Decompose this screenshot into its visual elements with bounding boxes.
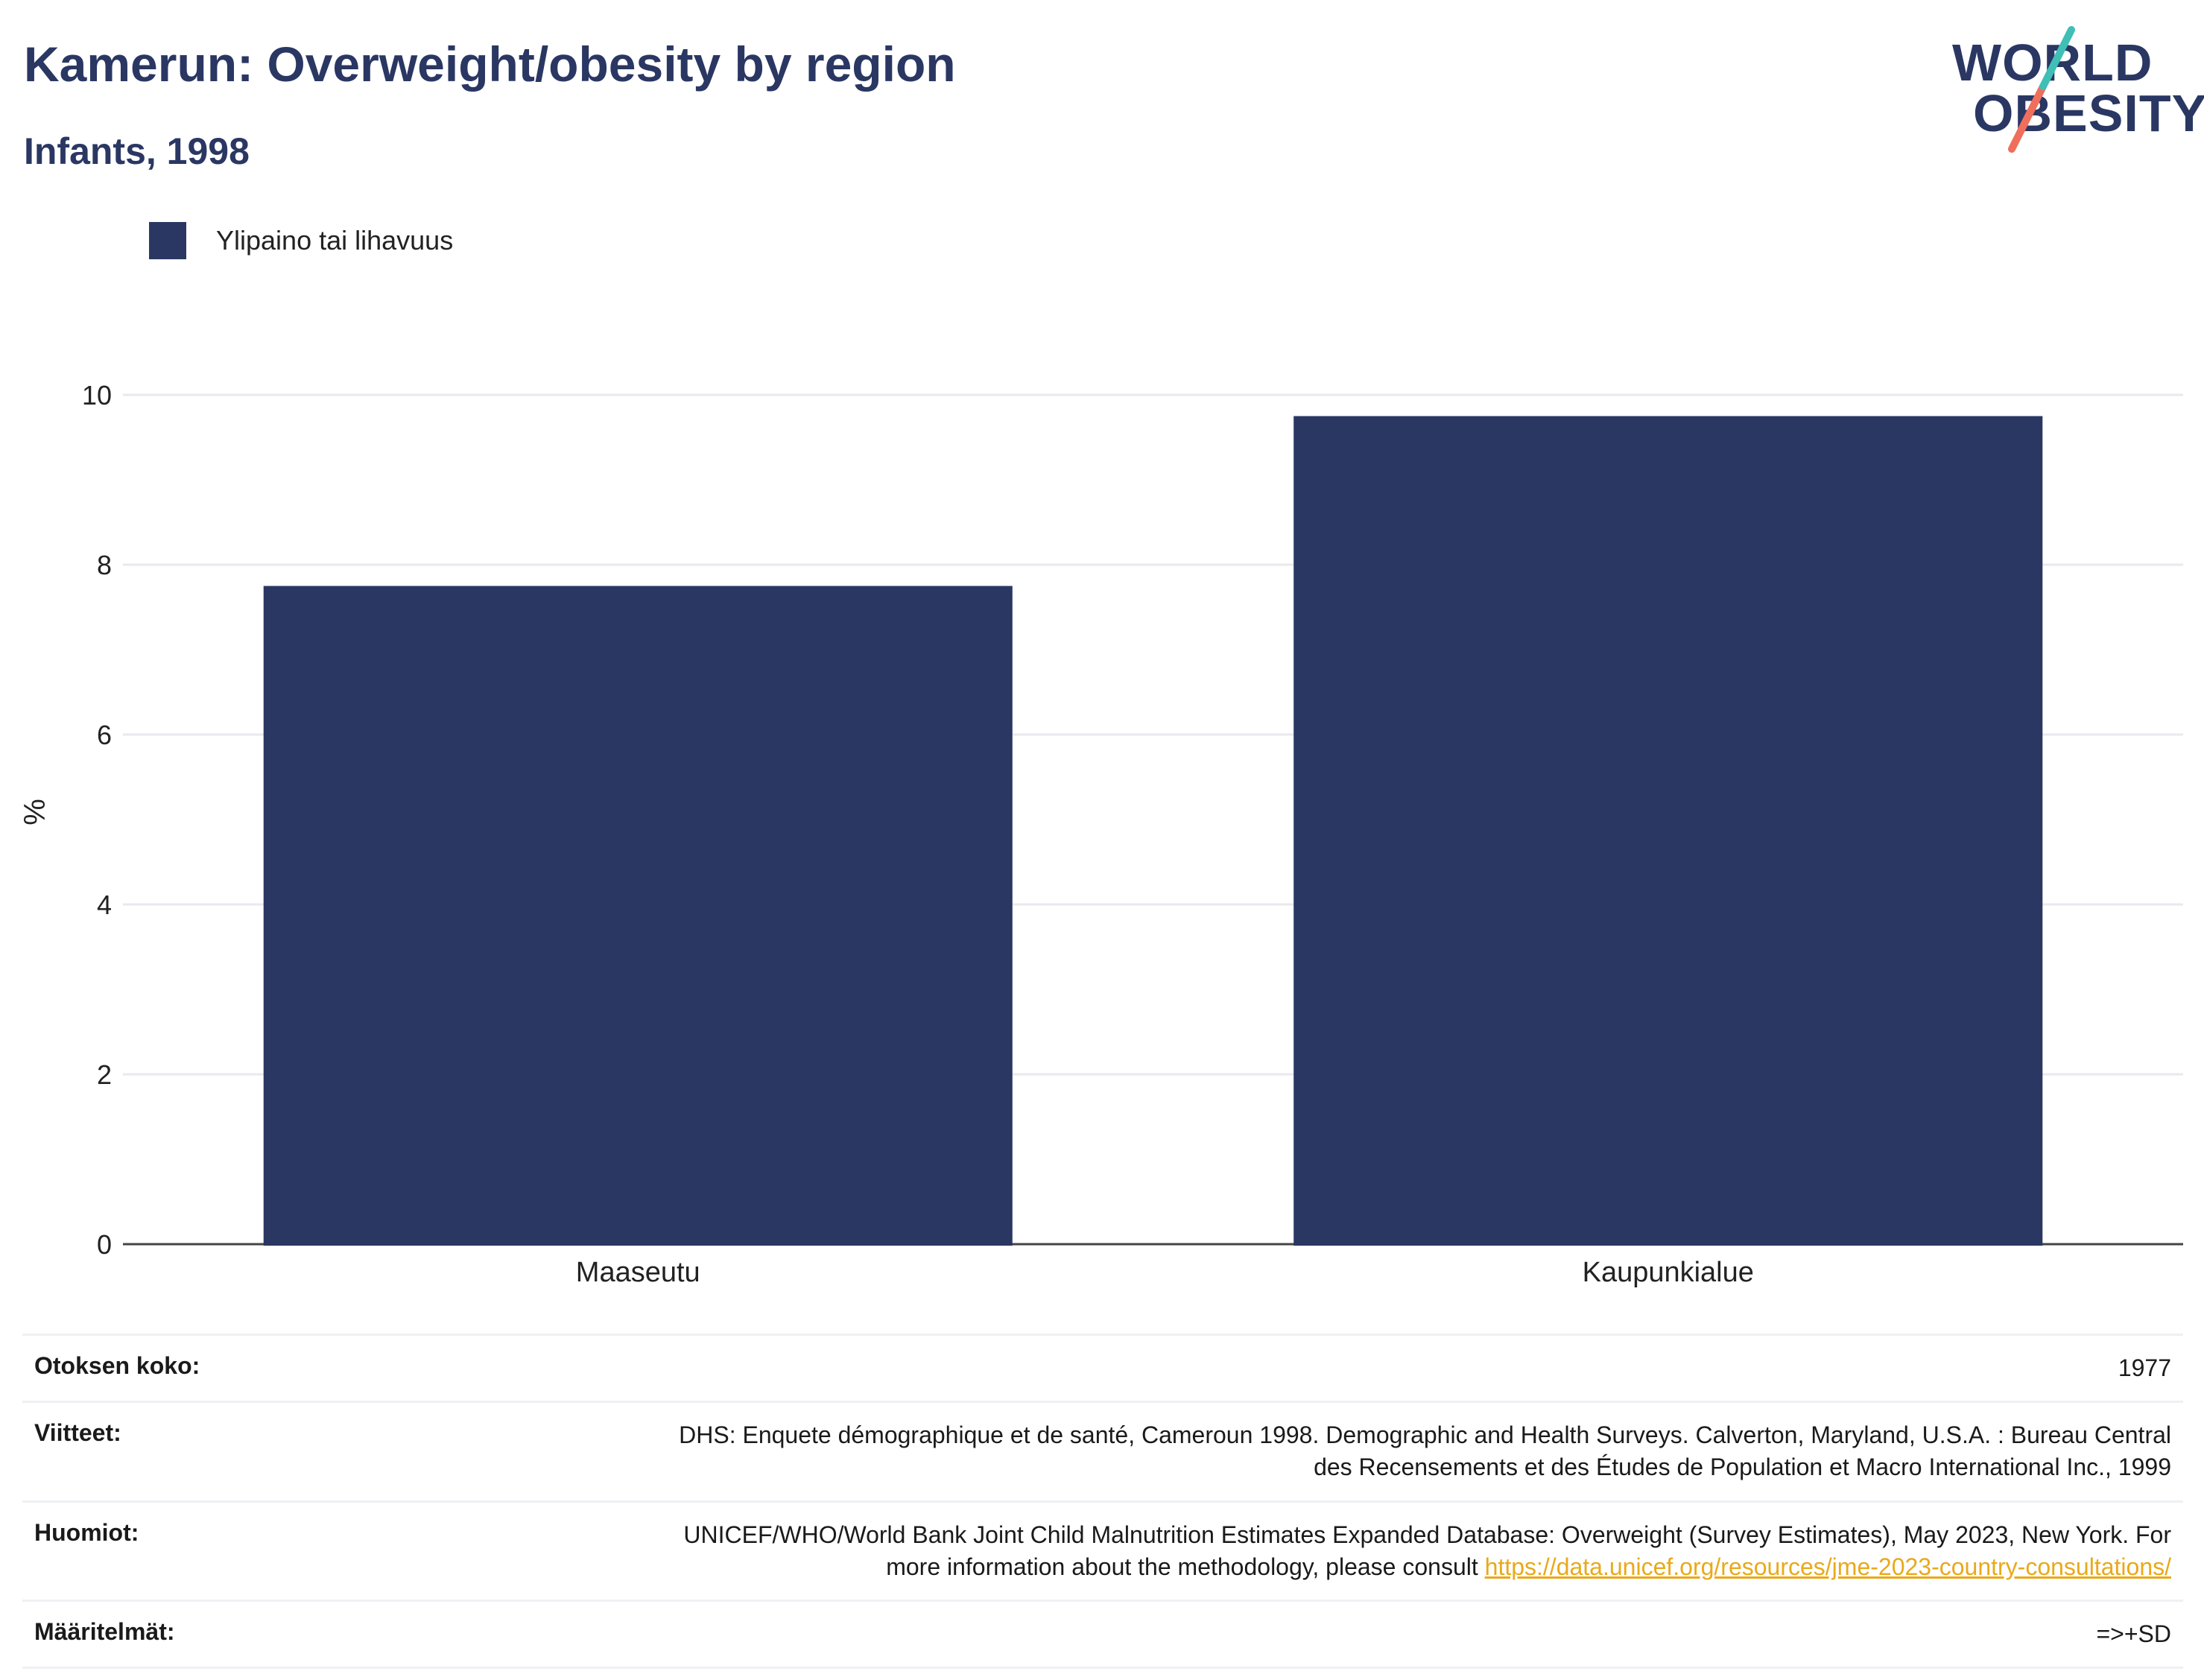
sample-size-label: Otoksen koko: — [34, 1352, 200, 1379]
x-tick-label: Maaseutu — [576, 1257, 700, 1288]
page-subtitle: Infants, 1998 — [24, 130, 250, 172]
y-tick-labels: 0 2 4 6 8 10 — [82, 380, 112, 1260]
logo-line-2: OBESITY — [1973, 84, 2204, 142]
y-tick-label: 10 — [82, 380, 112, 411]
sample-size-value: 1977 — [2118, 1354, 2171, 1381]
legend-swatch — [149, 222, 186, 259]
bars — [263, 416, 2043, 1246]
bar-chart: 0 2 4 6 8 10 Maaseutu Kaupunkialue % — [19, 380, 2183, 1288]
references-value: DHS: Enquete démographique et de santé, … — [679, 1421, 2171, 1481]
info-row-sample: Otoksen koko: 1977 — [22, 1334, 2183, 1401]
legend: Ylipaino tai lihavuus — [149, 222, 453, 259]
world-obesity-logo: WORLD OBESITY — [1952, 22, 2204, 156]
methodology-link[interactable]: https://data.unicef.org/resources/jme-20… — [1484, 1553, 2171, 1580]
x-tick-labels: Maaseutu Kaupunkialue — [576, 1257, 1754, 1288]
notes-label: Huomiot: — [34, 1518, 139, 1546]
legend-label: Ylipaino tai lihavuus — [216, 225, 454, 256]
y-axis-label: % — [19, 799, 51, 825]
bar[interactable] — [1293, 416, 2043, 1246]
bar[interactable] — [263, 586, 1013, 1246]
page-title: Kamerun: Overweight/obesity by region — [24, 37, 956, 92]
notes-text: UNICEF/WHO/World Bank Joint Child Malnut… — [683, 1521, 2171, 1580]
y-tick-label: 8 — [97, 550, 112, 580]
info-row-notes: Huomiot: UNICEF/WHO/World Bank Joint Chi… — [22, 1500, 2183, 1600]
info-row-definitions: Määritelmät: =>+SD — [22, 1599, 2183, 1670]
references-label: Viitteet: — [34, 1419, 121, 1447]
definitions-label: Määritelmät: — [34, 1617, 175, 1645]
y-tick-label: 4 — [97, 890, 112, 920]
definitions-value: =>+SD — [2096, 1620, 2171, 1647]
x-tick-label: Kaupunkialue — [1583, 1257, 1754, 1288]
info-table: Otoksen koko: 1977 Viitteet: DHS: Enquet… — [22, 1334, 2183, 1670]
y-tick-label: 6 — [97, 720, 112, 750]
y-tick-label: 0 — [97, 1229, 112, 1260]
notes-value: UNICEF/WHO/World Bank Joint Child Malnut… — [644, 1519, 2171, 1583]
logo-slash-icon — [2008, 26, 2075, 153]
y-tick-label: 2 — [97, 1059, 112, 1090]
info-row-references: Viitteet: DHS: Enquete démographique et … — [22, 1401, 2183, 1500]
